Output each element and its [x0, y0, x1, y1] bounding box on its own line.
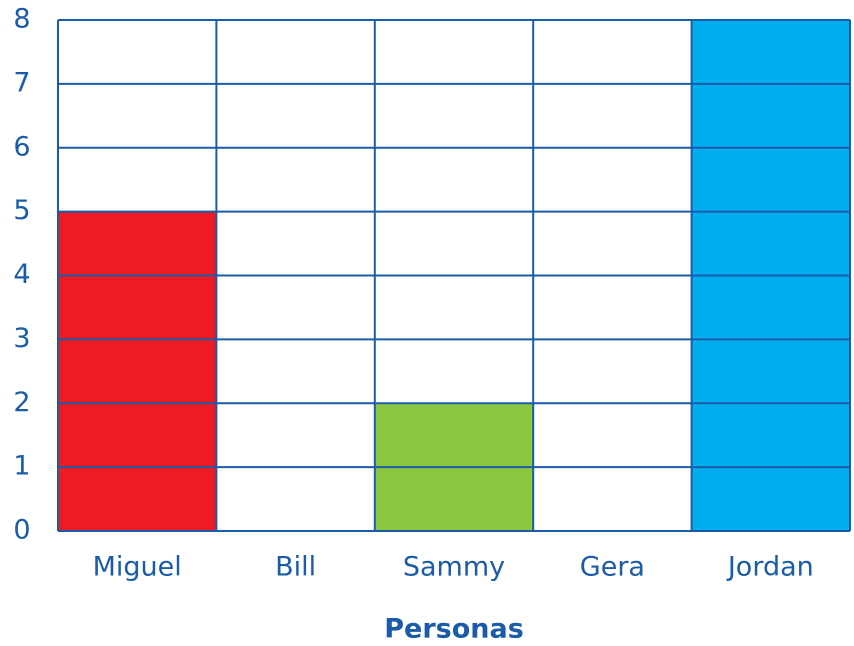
- y-tick-label: 3: [13, 323, 30, 354]
- x-tick-label: Sammy: [403, 552, 505, 583]
- y-tick-label: 7: [13, 67, 30, 98]
- y-tick-label: 1: [13, 451, 30, 482]
- y-tick-label: 0: [13, 515, 30, 546]
- y-tick-label: 6: [13, 131, 30, 162]
- y-tick-label: 5: [13, 195, 30, 226]
- x-tick-label: Miguel: [93, 552, 182, 583]
- x-axis-label: Personas: [384, 614, 524, 645]
- y-tick-label: 4: [13, 259, 30, 290]
- bar: [58, 211, 217, 531]
- y-tick-label: 2: [13, 387, 30, 418]
- x-tick-label: Jordan: [726, 552, 814, 583]
- x-tick-label: Gera: [580, 552, 645, 583]
- y-tick-label: 8: [13, 4, 30, 35]
- x-tick-label: Bill: [275, 552, 316, 583]
